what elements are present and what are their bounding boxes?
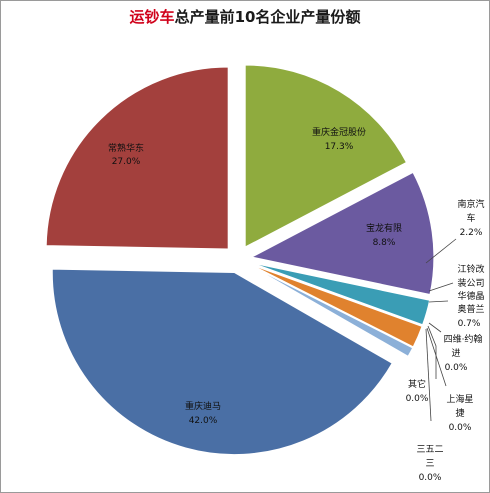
leader-jiangling <box>428 282 454 292</box>
label-dima-value: 42.0% <box>189 416 218 426</box>
label-shanghai-name-1: 上海星 <box>446 393 473 405</box>
label-jinguan-name: 重庆金冠股份 <box>312 126 366 138</box>
chart-title-highlight: 运钞车 <box>129 8 175 26</box>
pie-slice-chongqing-jinguan <box>244 64 408 248</box>
leader-sanwu <box>425 328 432 422</box>
label-nanjing-name-1: 南京汽 <box>457 198 484 210</box>
label-nanjing-value: 2.2% <box>460 228 483 238</box>
label-aopulan-value: 0.7% <box>458 319 481 329</box>
pie-slice-aopulan <box>250 264 423 348</box>
leader-nanjing <box>425 238 457 264</box>
leader-shanghai <box>426 327 447 387</box>
label-dima-name: 重庆迪马 <box>185 400 221 412</box>
chart-title-rest: 总产量前10名企业产量份额 <box>174 8 361 26</box>
label-siwei-name-2: 进 <box>451 348 460 359</box>
leader-siwei <box>428 322 442 333</box>
label-baolong-name: 宝龙有限 <box>366 222 402 234</box>
label-changshu-name: 常熟华东 <box>108 142 144 154</box>
pie-slice-baolong <box>250 171 435 296</box>
label-qita-name: 其它 <box>408 378 426 390</box>
label-qita-value: 0.0% <box>406 394 429 404</box>
chart-title: 运钞车总产量前10名企业产量份额 <box>1 6 489 27</box>
pie-slice-siwei <box>250 265 414 357</box>
label-nanjing-name-2: 车 <box>466 212 475 224</box>
label-siwei-value: 0.0% <box>445 363 468 373</box>
pie-slice-chongqing-dima <box>51 268 393 456</box>
pie-slice-jiangling <box>251 262 431 326</box>
label-baolong-value: 8.8% <box>373 238 396 248</box>
label-sanwu-value: 0.0% <box>419 473 442 483</box>
label-huadejing-name: 华德晶 <box>457 290 484 302</box>
pie-slice-changshu-huadong <box>45 66 229 250</box>
leader-aopulan <box>428 300 449 303</box>
label-changshu-value: 27.0% <box>112 157 141 167</box>
label-jinguan-value: 17.3% <box>325 142 354 152</box>
label-siwei-name-1: 四维·约翰 <box>444 333 483 345</box>
leader-qita <box>427 325 437 379</box>
label-sanwu-name-2: 三 <box>425 459 434 469</box>
label-jiangling-name-2: 装公司 <box>457 277 484 289</box>
label-jiangling-name-1: 江铃改 <box>457 263 484 275</box>
label-aopulan-name: 奥普兰 <box>457 303 484 315</box>
label-sanwu-name-1: 三五二 <box>416 445 443 455</box>
label-shanghai-value: 0.0% <box>449 423 472 433</box>
label-shanghai-name-2: 捷 <box>455 407 464 419</box>
